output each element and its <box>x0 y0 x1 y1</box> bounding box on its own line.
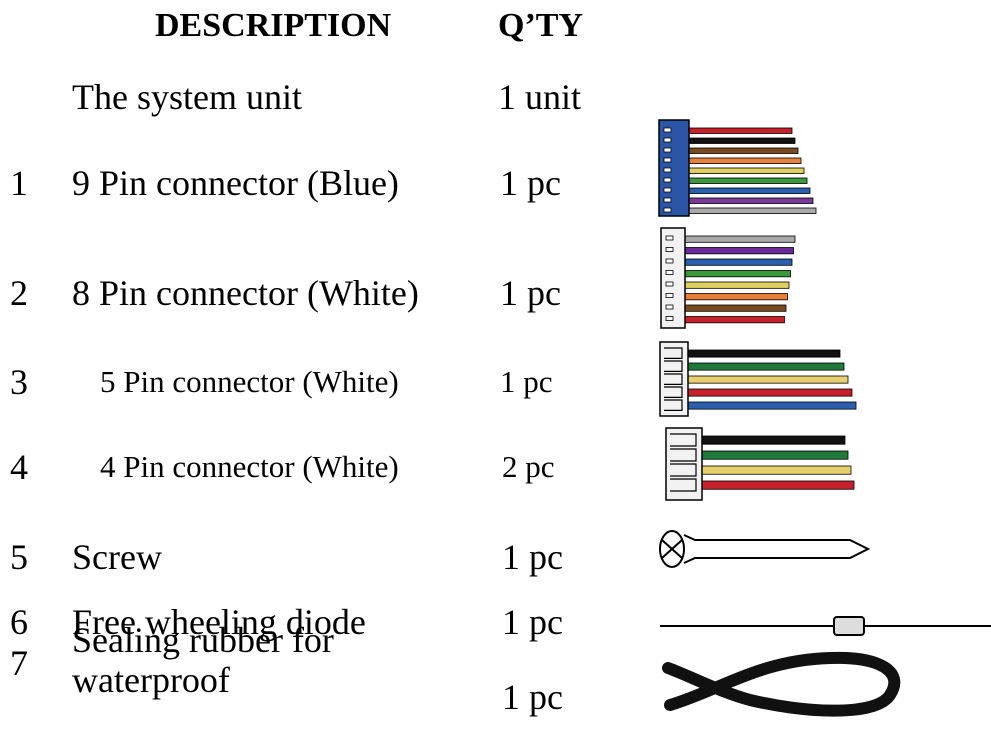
description: Free wheeling diode <box>72 602 366 642</box>
pin-slot <box>663 167 672 173</box>
pin-slot <box>665 316 674 321</box>
wire <box>684 316 785 324</box>
pin-slot <box>665 304 674 310</box>
wire <box>688 147 799 154</box>
wire <box>701 465 852 475</box>
pin-slot <box>664 386 683 398</box>
wire <box>684 270 791 278</box>
description: 5 Pin connector (White) <box>100 364 399 399</box>
wire <box>684 281 790 289</box>
number: 3 <box>10 362 28 402</box>
pin-slot <box>670 433 697 447</box>
diode <box>660 616 991 636</box>
pin-slot <box>664 373 683 385</box>
wire <box>684 293 788 301</box>
wire <box>684 258 793 266</box>
pin-slot <box>664 347 683 359</box>
wire <box>687 349 841 358</box>
pin-slot <box>665 247 674 252</box>
qty: 1 pc <box>502 677 563 717</box>
pin-slot <box>663 137 672 143</box>
description: Screw <box>72 537 162 577</box>
qty: 1 pc <box>500 273 561 313</box>
wire <box>701 435 846 445</box>
number: 6 <box>10 602 28 642</box>
description: 4 Pin connector (White) <box>100 449 399 484</box>
description: 9 Pin connector (Blue) <box>72 163 399 203</box>
wire <box>687 388 853 397</box>
header-qty: Q’TY <box>498 7 583 44</box>
connector <box>659 341 857 417</box>
wire <box>688 187 811 194</box>
qty: 1 unit <box>498 77 582 117</box>
description: Sealing rubber for waterproof <box>72 620 334 700</box>
wire <box>688 197 814 204</box>
pin-slot <box>663 147 672 153</box>
number: 5 <box>10 537 28 577</box>
wire <box>688 167 805 174</box>
wire <box>684 235 796 243</box>
pin-slot <box>663 127 672 133</box>
pin-slot <box>665 281 674 287</box>
screw <box>659 530 871 568</box>
number: 2 <box>10 273 28 313</box>
pin-slot <box>663 177 672 183</box>
wire <box>688 157 802 164</box>
pin-slot <box>665 235 674 241</box>
connector-housing <box>660 227 686 329</box>
pin-slot <box>663 157 672 163</box>
header-description: DESCRIPTION <box>155 7 392 44</box>
connector <box>665 427 855 501</box>
pin-slot <box>664 399 683 411</box>
qty: 1 pc <box>500 364 553 399</box>
qty: 1 pc <box>502 537 563 577</box>
number: 7 <box>10 643 28 683</box>
pin-slot <box>663 207 672 213</box>
pin-slot <box>670 478 697 492</box>
number: 4 <box>10 447 28 487</box>
pin-slot <box>670 448 697 462</box>
description: 8 Pin connector (White) <box>72 273 419 313</box>
wire <box>684 304 787 312</box>
description: The system unit <box>72 77 302 117</box>
wire <box>687 362 845 371</box>
qty: 1 pc <box>500 163 561 203</box>
qty: 2 pc <box>502 449 555 484</box>
wire <box>684 247 794 255</box>
wire <box>687 401 857 410</box>
number: 1 <box>10 163 28 203</box>
wire <box>701 480 855 490</box>
wire <box>687 375 849 384</box>
connector <box>660 227 796 329</box>
pin-slot <box>665 270 674 275</box>
wire <box>688 177 808 184</box>
connector-housing <box>658 119 690 217</box>
wire <box>688 137 796 144</box>
pin-slot <box>664 360 683 372</box>
connector <box>658 119 817 217</box>
pin-slot <box>665 258 674 264</box>
pin-slot <box>663 187 672 193</box>
qty: 1 pc <box>502 602 563 642</box>
wire <box>688 127 793 134</box>
pin-slot <box>670 463 697 477</box>
wire <box>688 207 817 214</box>
pin-slot <box>665 293 674 298</box>
wire <box>701 450 849 460</box>
pin-slot <box>663 197 672 203</box>
sealing-rubber <box>662 651 901 717</box>
connector-housing <box>659 341 689 417</box>
